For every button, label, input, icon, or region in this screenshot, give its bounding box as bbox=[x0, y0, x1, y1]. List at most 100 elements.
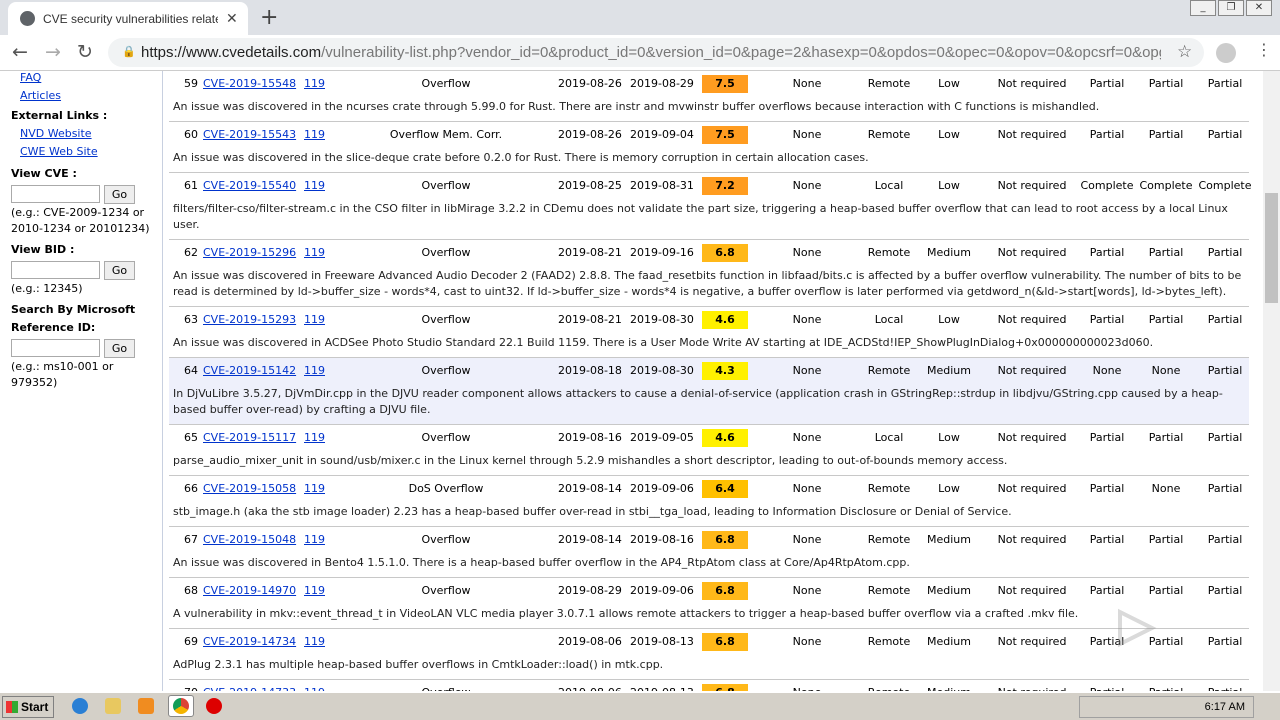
close-window-button[interactable]: ✕ bbox=[1246, 0, 1272, 16]
vuln-description: An issue was discovered in the ncurses c… bbox=[173, 100, 1100, 113]
confidentiality: Partial bbox=[1089, 482, 1125, 495]
cve-link[interactable]: CVE-2019-15296 bbox=[203, 246, 297, 259]
confidentiality: Partial bbox=[1089, 431, 1125, 444]
cve-link[interactable]: CVE-2019-14733 bbox=[203, 686, 296, 691]
forward-button[interactable]: → bbox=[45, 41, 61, 63]
authentication: Not required bbox=[997, 635, 1067, 648]
cve-link[interactable]: CVE-2019-15548 bbox=[203, 77, 297, 90]
cve-link[interactable]: CVE-2019-15142 bbox=[203, 364, 297, 377]
reload-button[interactable]: ↻ bbox=[77, 41, 93, 63]
cve-link-cell: CVE-2019-15293 bbox=[203, 313, 296, 326]
cve-link[interactable]: CVE-2019-14970 bbox=[203, 584, 297, 597]
cwe-link[interactable]: 119 bbox=[304, 77, 325, 90]
update-date: 2019-08-13 bbox=[630, 686, 694, 691]
cvss-score: 6.8 bbox=[702, 244, 748, 262]
maximize-button[interactable]: ❐ bbox=[1218, 0, 1244, 16]
cvss-score: 6.8 bbox=[702, 582, 748, 600]
cvss-score: 7.5 bbox=[702, 126, 748, 144]
articles-link[interactable]: Articles bbox=[20, 89, 62, 102]
clock[interactable]: 6:17 AM bbox=[1204, 701, 1245, 713]
browser-menu-icon[interactable]: ⋮ bbox=[1256, 40, 1272, 59]
cwe-link[interactable]: 119 bbox=[304, 482, 325, 495]
confidentiality: Partial bbox=[1089, 533, 1125, 546]
view-bid-go-button[interactable]: Go bbox=[104, 261, 135, 280]
access: Remote bbox=[867, 364, 911, 377]
integrity: Complete bbox=[1139, 179, 1193, 192]
publish-date: 2019-08-16 bbox=[558, 431, 622, 444]
cwe-link[interactable]: 119 bbox=[304, 246, 325, 259]
ie-icon[interactable] bbox=[72, 698, 88, 714]
view-cve-go-button[interactable]: Go bbox=[104, 185, 135, 204]
gained-access: None bbox=[792, 533, 822, 546]
profile-avatar[interactable] bbox=[1216, 43, 1236, 63]
address-bar[interactable]: 🔒 https://www.cvedetails.com/vulnerabili… bbox=[108, 38, 1204, 67]
authentication: Not required bbox=[997, 77, 1067, 90]
availability: Partial bbox=[1207, 482, 1243, 495]
complexity: Low bbox=[938, 313, 960, 326]
ms-go-button[interactable]: Go bbox=[104, 339, 135, 358]
cve-link[interactable]: CVE-2019-15540 bbox=[203, 179, 297, 192]
cwe-link[interactable]: 119 bbox=[304, 686, 325, 691]
bookmark-star-icon[interactable]: ☆ bbox=[1177, 42, 1193, 62]
cve-link[interactable]: CVE-2019-15058 bbox=[203, 482, 297, 495]
gained-access: None bbox=[792, 313, 822, 326]
cwe-link[interactable]: 119 bbox=[304, 584, 325, 597]
integrity: None bbox=[1151, 482, 1181, 495]
publish-date: 2019-08-26 bbox=[558, 77, 622, 90]
scrollbar-thumb[interactable] bbox=[1265, 193, 1278, 303]
cwe-link[interactable]: 119 bbox=[304, 635, 325, 648]
external-links-heading: External Links : bbox=[11, 109, 108, 122]
view-cve-input[interactable] bbox=[11, 185, 100, 203]
cwe-link[interactable]: 119 bbox=[304, 533, 325, 546]
availability: Partial bbox=[1207, 313, 1243, 326]
back-button[interactable]: ← bbox=[12, 41, 28, 63]
media-player-icon[interactable] bbox=[138, 698, 154, 714]
nvd-website-link[interactable]: NVD Website bbox=[20, 127, 92, 140]
cve-link[interactable]: CVE-2019-14734 bbox=[203, 635, 297, 648]
cwe-link[interactable]: 119 bbox=[304, 364, 325, 377]
cwe-link[interactable]: 119 bbox=[304, 313, 325, 326]
integrity: Partial bbox=[1149, 686, 1184, 691]
cwe-link[interactable]: 119 bbox=[304, 128, 325, 141]
cwe-link[interactable]: 119 bbox=[304, 431, 325, 444]
cve-link[interactable]: CVE-2019-15293 bbox=[203, 313, 297, 326]
access: Remote bbox=[867, 635, 911, 648]
ms-reference-input[interactable] bbox=[11, 339, 100, 357]
row-number: 61 bbox=[184, 179, 198, 192]
start-button[interactable]: Start bbox=[2, 696, 54, 718]
gained-access: None bbox=[792, 364, 822, 377]
vuln-description: AdPlug 2.3.1 has multiple heap-based buf… bbox=[173, 658, 664, 671]
faq-link[interactable]: FAQ bbox=[20, 71, 42, 84]
url-path: /vulnerability-list.php?vendor_id=0&prod… bbox=[321, 44, 1161, 61]
cve-link-cell: CVE-2019-15296 bbox=[203, 246, 296, 259]
confidentiality: Partial bbox=[1089, 77, 1125, 90]
cvss-score: 7.5 bbox=[702, 75, 748, 93]
cwe-link[interactable]: 119 bbox=[304, 179, 325, 192]
cwe-web-site-link[interactable]: CWE Web Site bbox=[20, 145, 98, 158]
complexity: Low bbox=[938, 128, 960, 141]
cve-link[interactable]: CVE-2019-15543 bbox=[203, 128, 297, 141]
row-number: 59 bbox=[184, 77, 198, 90]
gained-access: None bbox=[792, 246, 822, 259]
chrome-icon bbox=[173, 698, 189, 714]
cvss-score: 6.8 bbox=[702, 633, 748, 651]
row-number: 65 bbox=[184, 431, 198, 444]
browser-tab[interactable]: CVE security vulnerabilities related to … bbox=[8, 2, 248, 35]
confidentiality: Complete bbox=[1080, 179, 1134, 192]
row-number: 62 bbox=[184, 246, 198, 259]
vulnerability-table: 59 CVE-2019-15548 119 Overflow 2019-08-26 201… bbox=[164, 71, 1262, 691]
vuln-type: Overflow bbox=[421, 77, 471, 90]
gained-access: None bbox=[792, 179, 822, 192]
minimize-button[interactable]: _ bbox=[1190, 0, 1216, 16]
vertical-scrollbar[interactable] bbox=[1263, 71, 1280, 691]
new-tab-button[interactable]: + bbox=[260, 5, 279, 30]
explorer-icon[interactable] bbox=[105, 698, 121, 714]
view-bid-input[interactable] bbox=[11, 261, 100, 279]
integrity: Partial bbox=[1148, 246, 1184, 259]
availability: Partial bbox=[1207, 77, 1243, 90]
cve-link[interactable]: CVE-2019-15048 bbox=[203, 533, 297, 546]
close-tab-icon[interactable]: ✕ bbox=[226, 10, 238, 27]
row-number: 66 bbox=[184, 482, 198, 495]
opera-icon[interactable] bbox=[206, 698, 222, 714]
cve-link[interactable]: CVE-2019-15117 bbox=[203, 431, 297, 444]
